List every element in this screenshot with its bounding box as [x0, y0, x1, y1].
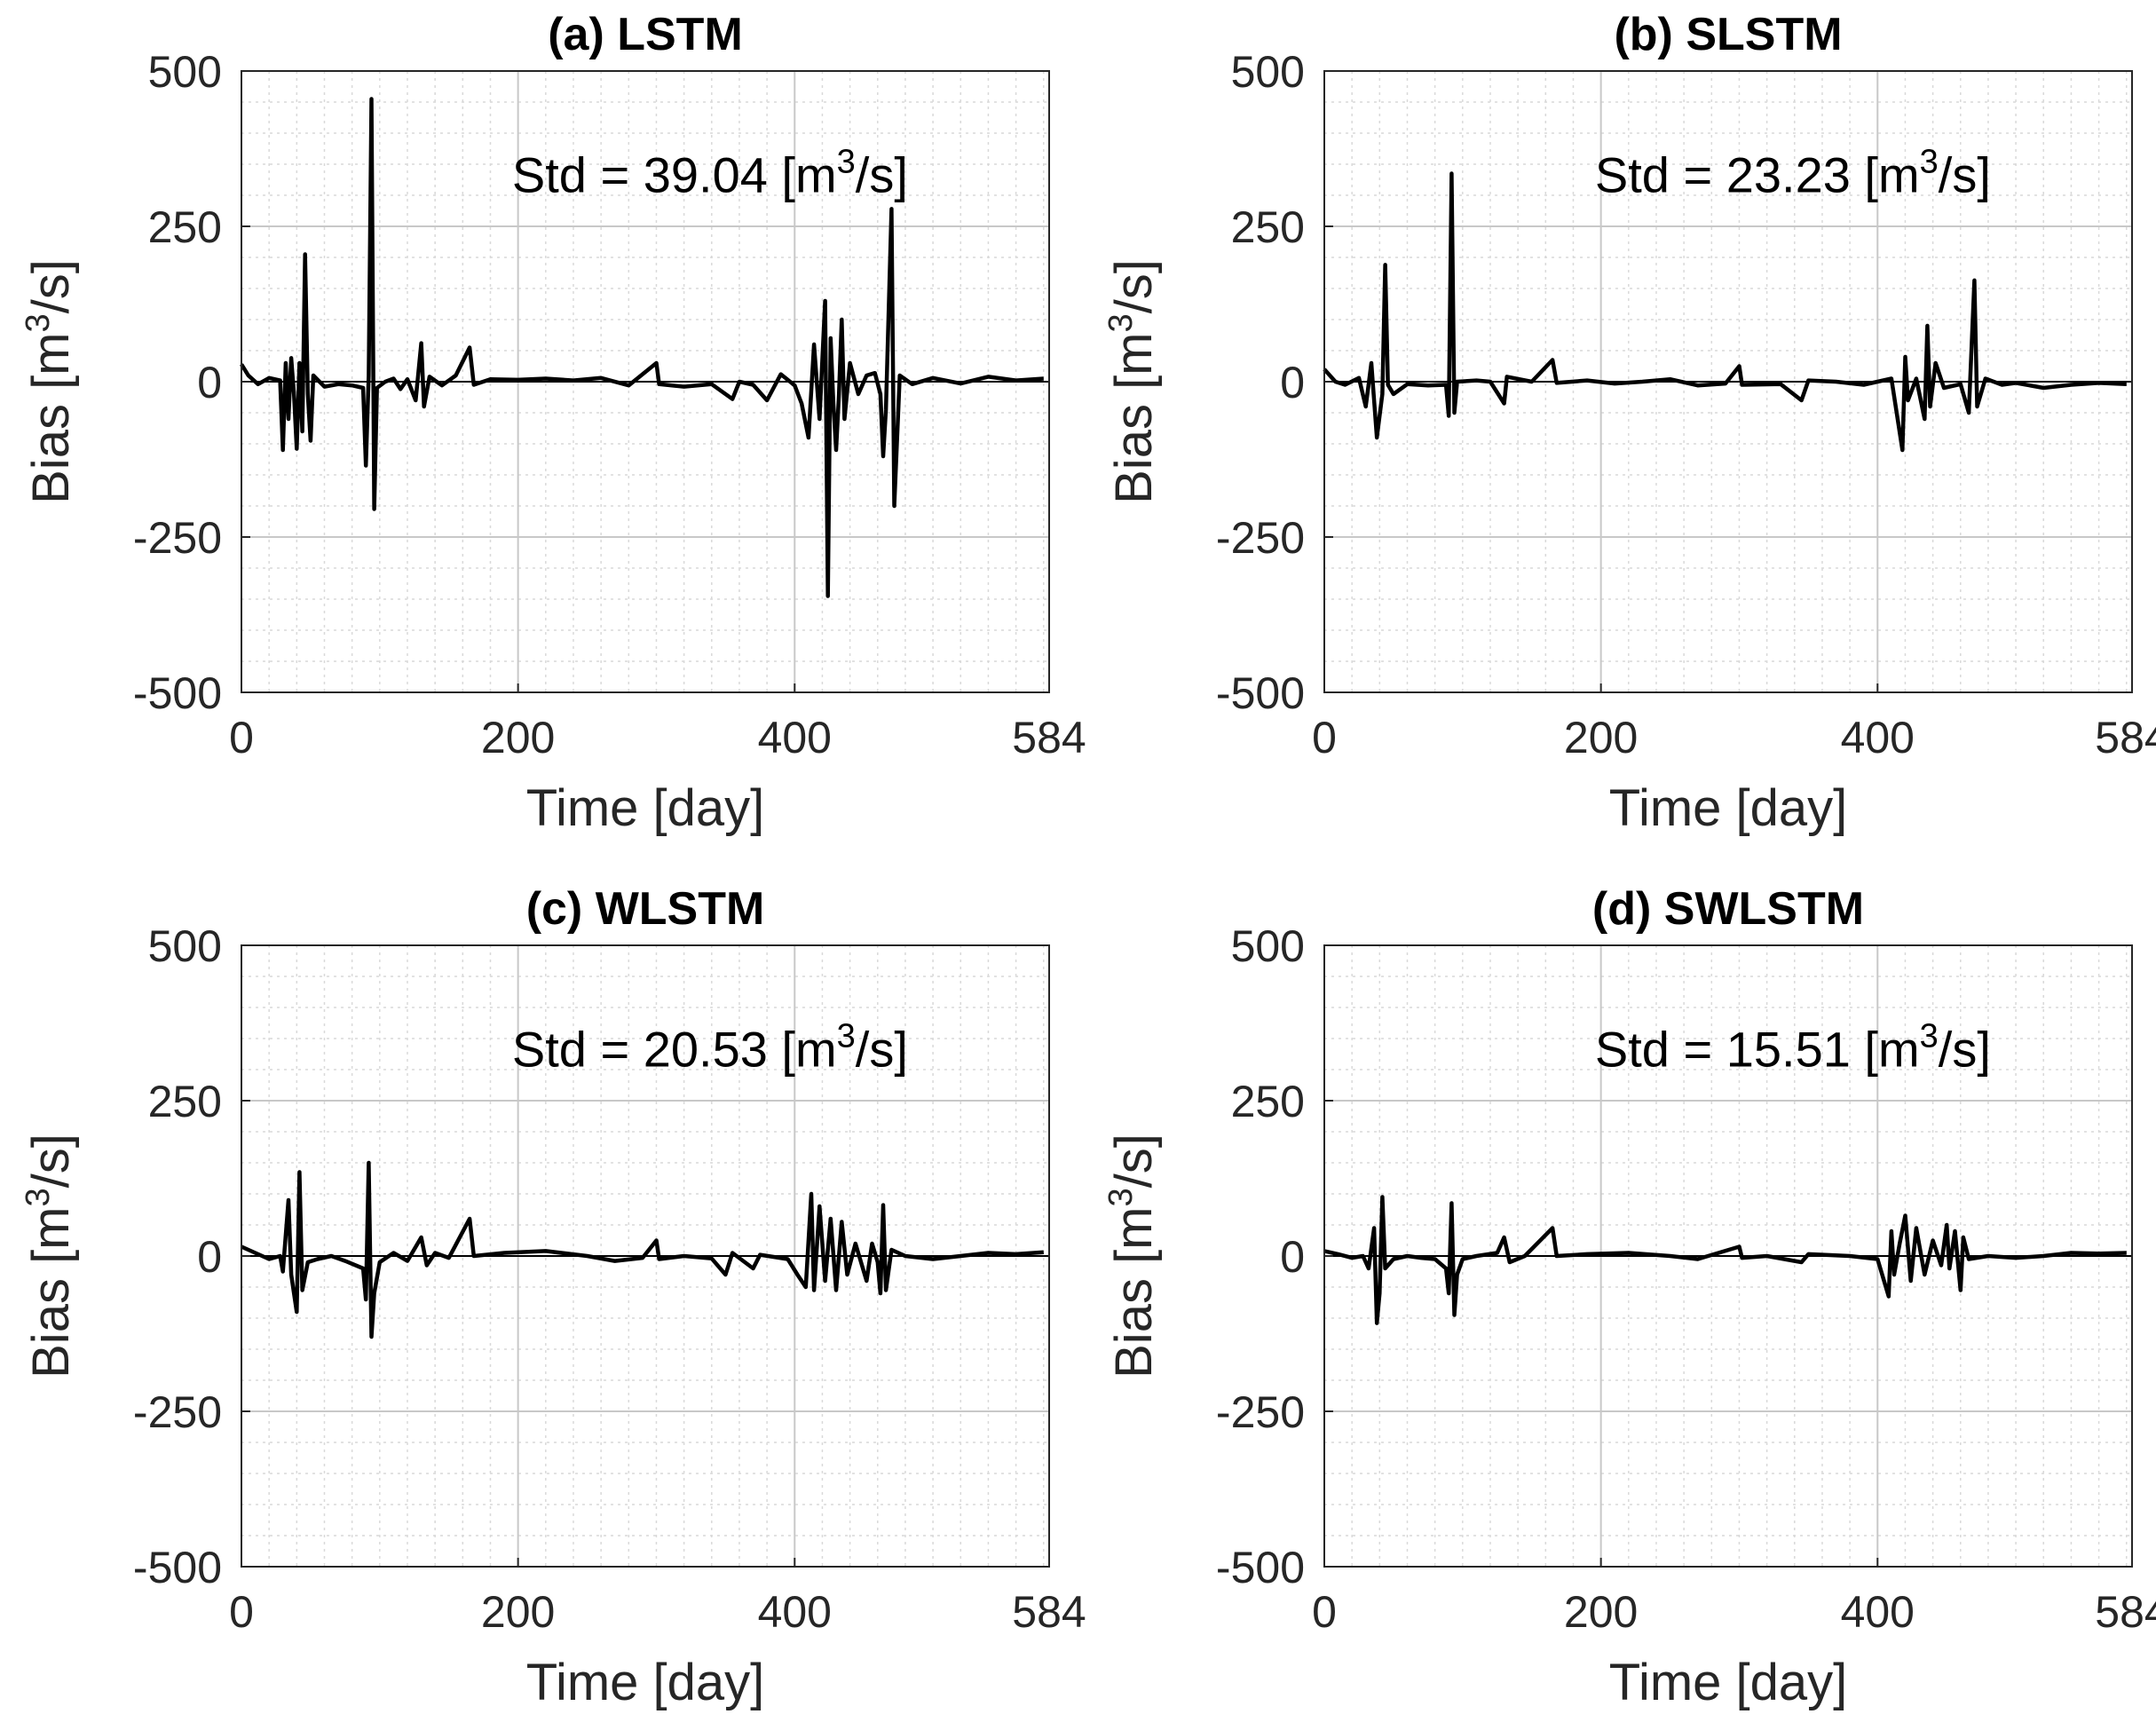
y-tick-label: -500	[133, 668, 222, 718]
y-tick-label: -500	[133, 1543, 222, 1592]
y-tick-label: -500	[1216, 668, 1305, 718]
y-tick-label: -250	[133, 513, 222, 563]
subplot-3: 0 200 400 584 500 250 0 -250 -500 (c) WLSTM Time […	[20, 883, 1086, 1711]
x-tick-label: 200	[481, 1587, 555, 1637]
x-tick-label: 584	[1012, 713, 1086, 762]
y-tick-label: 500	[148, 47, 222, 97]
x-tick-label: 584	[1012, 1587, 1086, 1637]
x-axis-label: Time [day]	[526, 1654, 765, 1711]
y-tick-label: 0	[1280, 1232, 1305, 1282]
x-tick-label: 400	[1841, 713, 1915, 762]
x-tick-label: 0	[1312, 713, 1337, 762]
x-tick-label: 0	[229, 713, 254, 762]
subplot-1: 0 200 400 584 500 250 0 -250 -500 (a) LSTM Time [d…	[20, 9, 1086, 837]
x-axis-label: Time [day]	[1609, 1654, 1848, 1711]
y-axis-label: Bias [m3/s]	[20, 1134, 80, 1378]
y-tick-label: 0	[197, 1232, 222, 1282]
x-tick-label: 0	[1312, 1587, 1337, 1637]
std-annotation: Std = 39.04 [m3/s]	[512, 144, 908, 203]
x-tick-label: 400	[758, 713, 832, 762]
x-axis-label: Time [day]	[526, 779, 765, 837]
subplot-2: 0 200 400 584 500 250 0 -250 -500 (b) SLSTM Time […	[1102, 9, 2156, 837]
x-tick-label: 200	[1564, 713, 1638, 762]
y-tick-label: 250	[148, 1077, 222, 1126]
subplot-title: (d) SWLSTM	[1592, 883, 1864, 935]
std-annotation: Std = 15.51 [m3/s]	[1595, 1018, 1991, 1078]
std-annotation: Std = 23.23 [m3/s]	[1595, 144, 1991, 203]
y-tick-label: 500	[148, 921, 222, 971]
y-tick-label: 500	[1231, 921, 1305, 971]
y-tick-label: 250	[1231, 202, 1305, 252]
x-tick-label: 400	[758, 1587, 832, 1637]
bias-series-line	[1323, 171, 2127, 453]
subplot-title: (c) WLSTM	[526, 883, 765, 935]
y-tick-label: -250	[1216, 513, 1305, 563]
x-tick-label: 0	[229, 1587, 254, 1637]
y-tick-label: 500	[1231, 47, 1305, 97]
y-axis-label: Bias [m3/s]	[20, 259, 80, 504]
x-tick-label: 200	[1564, 1587, 1638, 1637]
bias-series-line	[241, 1160, 1044, 1339]
subplot-title: (b) SLSTM	[1614, 9, 1842, 60]
y-tick-label: -250	[133, 1387, 222, 1437]
y-axis-label: Bias [m3/s]	[1102, 1134, 1163, 1378]
x-axis-label: Time [day]	[1609, 779, 1848, 837]
x-tick-label: 584	[2095, 713, 2156, 762]
subplot-4: 0 200 400 584 500 250 0 -250 -500 (d) SWLSTM Time …	[1102, 883, 2156, 1711]
bias-series-line	[240, 97, 1044, 598]
x-tick-label: 200	[481, 713, 555, 762]
y-axis-label: Bias [m3/s]	[1102, 259, 1163, 504]
y-tick-label: -250	[1216, 1387, 1305, 1437]
bias-series-line	[1323, 1195, 2127, 1325]
y-tick-label: 0	[197, 358, 222, 407]
subplot-title: (a) LSTM	[548, 9, 743, 60]
y-tick-label: 250	[1231, 1077, 1305, 1126]
std-annotation: Std = 20.53 [m3/s]	[512, 1018, 908, 1078]
x-tick-label: 584	[2095, 1587, 2156, 1637]
y-tick-label: 250	[148, 202, 222, 252]
y-tick-label: 0	[1280, 358, 1305, 407]
y-tick-label: -500	[1216, 1543, 1305, 1592]
x-tick-label: 400	[1841, 1587, 1915, 1637]
